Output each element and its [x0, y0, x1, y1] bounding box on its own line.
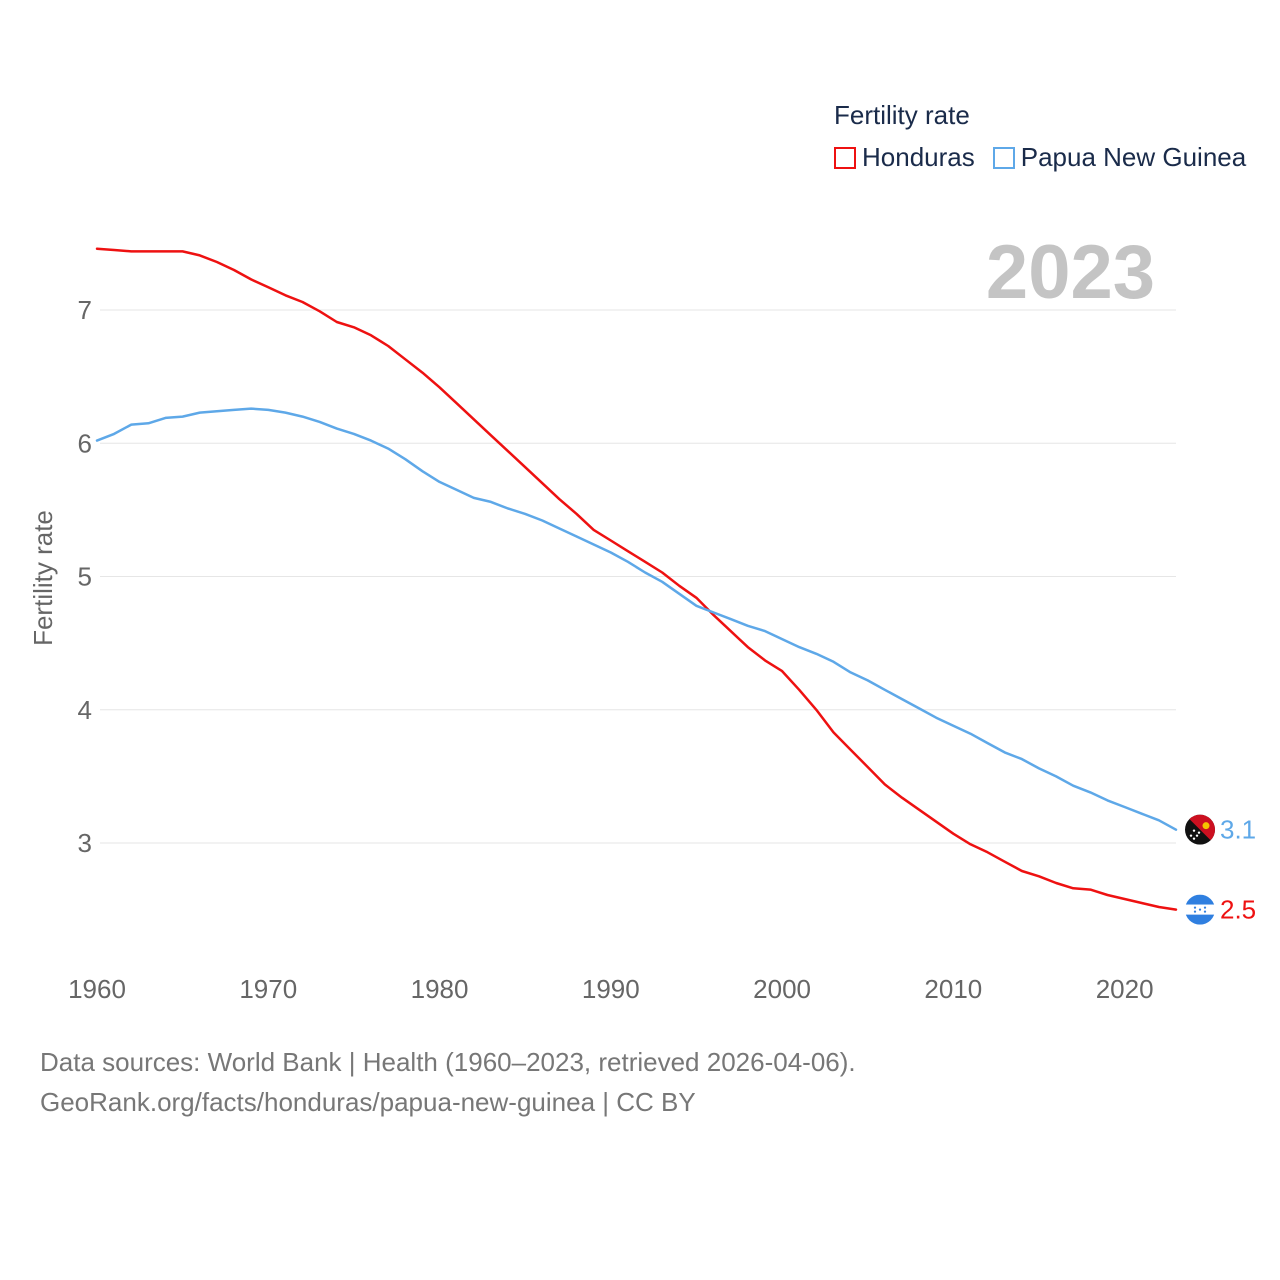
x-tick-label-1970: 1970 [239, 974, 297, 1004]
y-tick-label-7: 7 [78, 295, 92, 325]
legend-swatch-papua-new-guinea [992, 146, 1015, 169]
x-axis-ticks: 1960 1970 1980 1990 2000 2010 2020 [68, 974, 1153, 1004]
x-tick-label-2000: 2000 [753, 974, 811, 1004]
footer: Data sources: World Bank | Health (1960–… [40, 1042, 856, 1122]
legend-label-papua-new-guinea: Papua New Guinea [1020, 142, 1247, 172]
end-value-label-honduras: 2.5 [1220, 895, 1256, 925]
x-tick-label-2010: 2010 [924, 974, 982, 1004]
footer-sources: Data sources: World Bank | Health (1960–… [40, 1047, 856, 1077]
y-tick-label-3: 3 [78, 828, 92, 858]
footer-attribution: GeoRank.org/facts/honduras/papua-new-gui… [40, 1087, 696, 1117]
y-axis-title: Fertility rate [28, 510, 58, 646]
year-watermark: 2023 [986, 230, 1155, 315]
legend-title: Fertility rate [834, 100, 970, 130]
y-tick-label-5: 5 [78, 562, 92, 592]
legend-swatch-honduras [834, 146, 856, 169]
end-value-label-papua-new-guinea: 3.1 [1220, 815, 1256, 845]
legend-label-honduras: Honduras [862, 142, 975, 172]
legend: Honduras Papua New Guinea [834, 142, 1264, 173]
x-tick-label-1980: 1980 [411, 974, 469, 1004]
series-line-honduras [95, 247, 1178, 911]
x-tick-label-1990: 1990 [582, 974, 640, 1004]
series-endpoints: 2.5 3.1 [1185, 814, 1256, 925]
legend-item-honduras[interactable]: Honduras [834, 142, 975, 173]
honduras-flag-icon [1185, 894, 1215, 925]
legend-item-papua-new-guinea[interactable]: Papua New Guinea [992, 142, 1247, 173]
series-lines [95, 247, 1178, 911]
y-tick-label-4: 4 [78, 695, 92, 725]
x-tick-label-2020: 2020 [1096, 974, 1154, 1004]
series-line-papua-new-guinea [95, 407, 1178, 831]
x-tick-label-1960: 1960 [68, 974, 126, 1004]
papua-new-guinea-flag-icon [1185, 814, 1215, 845]
y-axis-ticks: 3 4 5 6 7 [78, 295, 92, 858]
grid-lines [100, 309, 1176, 844]
y-tick-label-6: 6 [78, 428, 92, 458]
